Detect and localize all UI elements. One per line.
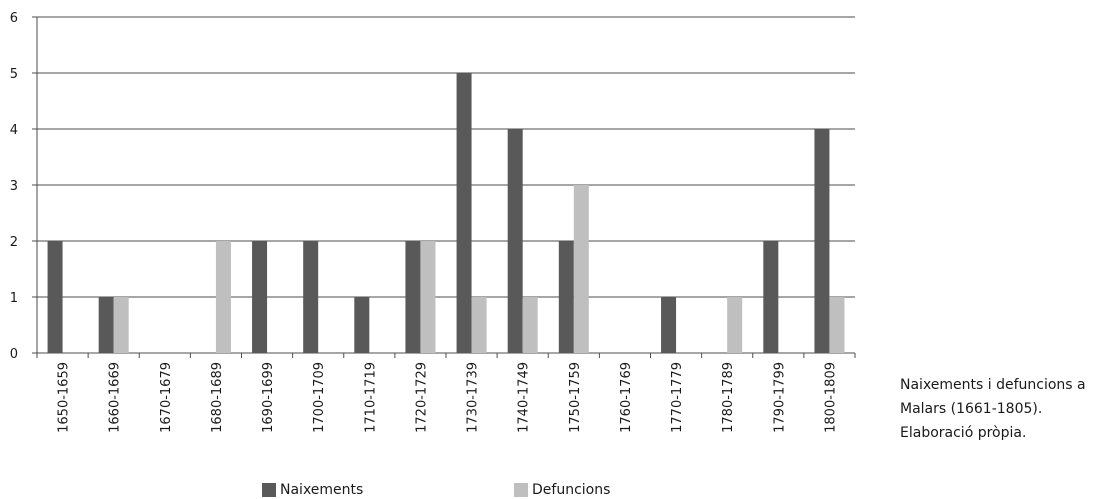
- bar-defuncions-1740-1749: [522, 297, 538, 353]
- bar-naixements-1750-1759: [558, 241, 574, 353]
- caption-line-2: Malars (1661-1805).: [900, 401, 1043, 417]
- x-tick-label-1720-1729: 1720-1729: [414, 362, 429, 433]
- bar-naixements-1730-1739: [456, 73, 472, 353]
- bar-naixements-1660-1669: [98, 297, 114, 353]
- x-tick-label-1730-1739: 1730-1739: [466, 362, 481, 433]
- x-tick-label-1760-1769: 1760-1769: [619, 362, 634, 433]
- x-tick-label-1740-1749: 1740-1749: [517, 362, 532, 433]
- caption-line-3: Elaboració pròpia.: [900, 425, 1027, 441]
- bar-defuncions-1780-1789: [727, 297, 743, 353]
- x-tick-label-1780-1789: 1780-1789: [721, 362, 736, 433]
- figure-caption: Naixements i defuncions a Malars (1661-1…: [900, 373, 1115, 445]
- bar-defuncions-1730-1739: [471, 297, 487, 353]
- x-tick-label-1790-1799: 1790-1799: [772, 362, 787, 433]
- y-tick-label-2: 2: [10, 235, 18, 250]
- bar-defuncions-1660-1669: [113, 297, 129, 353]
- chart-legend: Naixements Defuncions: [0, 482, 880, 499]
- x-tick-label-1670-1679: 1670-1679: [159, 362, 174, 433]
- bar-defuncions-1680-1689: [215, 241, 231, 353]
- legend-label-naixements: Naixements: [280, 482, 364, 498]
- legend-item-naixements: Naixements: [262, 482, 363, 498]
- x-tick-label-1650-1659: 1650-1659: [57, 362, 72, 433]
- legend-swatch-defuncions: [514, 483, 528, 497]
- y-tick-label-3: 3: [10, 179, 18, 194]
- bar-naixements-1790-1799: [763, 241, 779, 353]
- bar-defuncions-1720-1729: [420, 241, 436, 353]
- y-tick-label-6: 6: [10, 11, 18, 26]
- y-tick-label-1: 1: [10, 291, 18, 306]
- bar-naixements-1700-1709: [303, 241, 319, 353]
- bar-naixements-1710-1719: [354, 297, 370, 353]
- bar-naixements-1650-1659: [47, 241, 63, 353]
- y-tick-label-5: 5: [10, 67, 18, 82]
- bar-naixements-1740-1749: [507, 129, 523, 353]
- bar-defuncions-1800-1809: [829, 297, 845, 353]
- x-tick-label-1680-1689: 1680-1689: [210, 362, 225, 433]
- y-tick-label-0: 0: [10, 347, 18, 362]
- legend-label-defuncions: Defuncions: [532, 482, 611, 498]
- x-tick-label-1660-1669: 1660-1669: [108, 362, 123, 433]
- bar-naixements-1690-1699: [252, 241, 268, 353]
- x-tick-label-1710-1719: 1710-1719: [363, 362, 378, 433]
- bar-naixements-1770-1779: [661, 297, 677, 353]
- bar-defuncions-1750-1759: [573, 185, 589, 353]
- bar-naixements-1800-1809: [814, 129, 830, 353]
- bar-naixements-1720-1729: [405, 241, 421, 353]
- x-tick-label-1700-1709: 1700-1709: [312, 362, 327, 433]
- x-tick-label-1800-1809: 1800-1809: [823, 362, 838, 433]
- legend-item-defuncions: Defuncions: [514, 482, 610, 498]
- y-tick-label-4: 4: [10, 123, 18, 138]
- x-tick-label-1770-1779: 1770-1779: [670, 362, 685, 433]
- x-tick-label-1690-1699: 1690-1699: [261, 362, 276, 433]
- caption-line-1: Naixements i defuncions a: [900, 377, 1086, 393]
- legend-swatch-naixements: [262, 483, 276, 497]
- x-tick-label-1750-1759: 1750-1759: [568, 362, 583, 433]
